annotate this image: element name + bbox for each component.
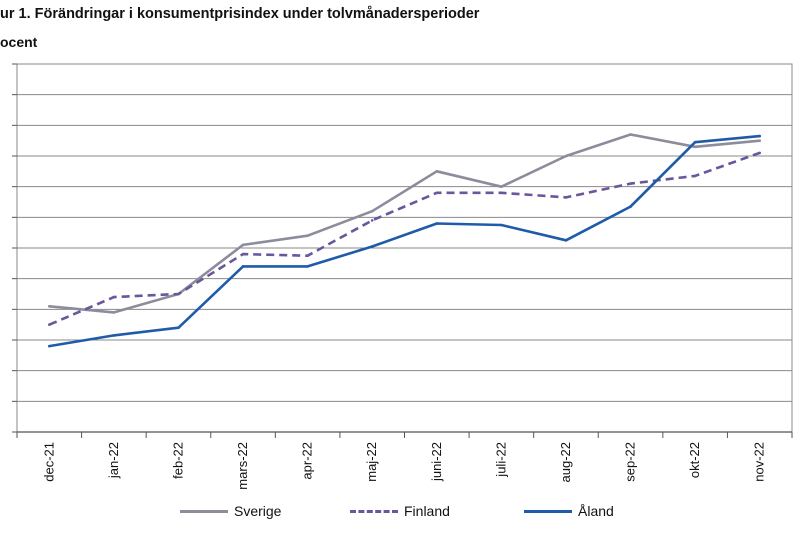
x-tick-label: mars-22 (235, 442, 250, 490)
series-line-sverige (49, 133, 760, 314)
legend-item-finland: Finland (350, 503, 450, 519)
legend-swatch-finland (350, 509, 398, 513)
legend-label-sverige: Sverige (234, 503, 282, 519)
data-point (629, 205, 632, 208)
data-point (241, 265, 245, 268)
x-tick-label: apr-22 (300, 442, 315, 480)
data-point (758, 134, 762, 138)
data-point (370, 209, 374, 213)
data-point (564, 196, 568, 199)
data-point (500, 223, 503, 227)
data-point (758, 151, 762, 155)
data-point (177, 326, 180, 330)
legend-label-finland: Finland (404, 503, 450, 519)
data-point (500, 185, 503, 188)
legend-item-aland: Åland (524, 503, 614, 519)
data-point (112, 295, 116, 299)
legend-label-aland: Åland (578, 503, 614, 519)
data-point (758, 139, 762, 142)
data-point (306, 234, 309, 238)
data-point (47, 304, 51, 308)
legend-item-sverige: Sverige (180, 503, 281, 519)
data-point (435, 170, 439, 173)
data-point (629, 133, 632, 136)
legend-swatch-aland (524, 509, 572, 513)
x-tick-label: okt-22 (687, 442, 702, 478)
data-point (177, 292, 180, 296)
data-point (306, 254, 309, 257)
data-point (693, 174, 697, 178)
data-point (112, 311, 116, 314)
legend-swatch-sverige (180, 509, 228, 513)
x-tick-label: feb-22 (170, 442, 185, 479)
data-point (564, 239, 568, 242)
x-tick-label: juni-22 (429, 442, 444, 482)
data-point (370, 245, 374, 248)
x-tick-label: sep-22 (623, 442, 638, 482)
data-point (693, 145, 697, 149)
x-tick-label: nov-22 (752, 442, 767, 482)
chart-title: ur 1. Förändringar i konsumentprisindex … (0, 6, 480, 22)
data-point (693, 140, 697, 144)
data-point (112, 334, 116, 337)
data-point (47, 344, 51, 348)
data-point (564, 154, 568, 158)
x-tick-label: aug-22 (558, 442, 573, 482)
data-point (435, 222, 439, 225)
y-axis-unit-label: ocent (0, 34, 38, 50)
data-point (306, 265, 309, 268)
series-line-finland (48, 151, 761, 326)
data-point (629, 182, 632, 185)
series-line-landaland (49, 134, 760, 348)
x-tick-label: jan-22 (106, 442, 121, 479)
data-point (435, 191, 439, 195)
data-point (500, 191, 503, 195)
x-tick-label: maj-22 (364, 442, 379, 482)
data-point (241, 243, 245, 247)
x-tick-label: dec-21 (41, 442, 56, 482)
data-point (47, 323, 51, 326)
data-point (241, 252, 245, 256)
x-tick-label: juli-22 (493, 442, 508, 478)
chart-legend: Sverige Finland Åland (0, 503, 800, 527)
data-point (370, 219, 374, 222)
